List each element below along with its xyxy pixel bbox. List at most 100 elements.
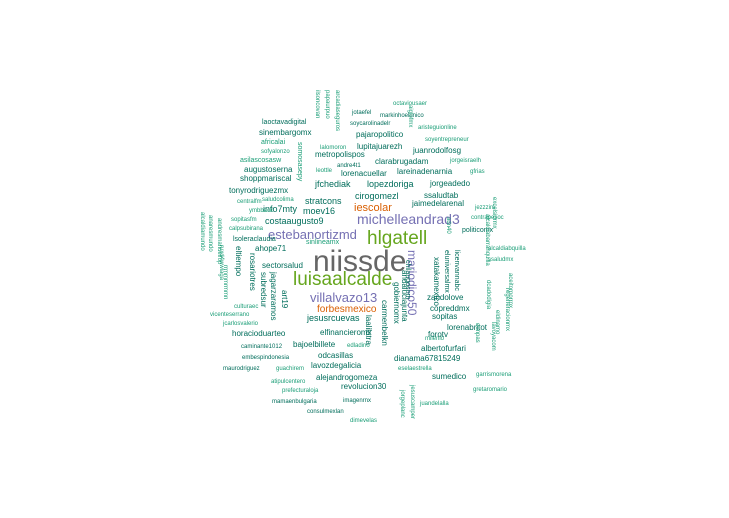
cloud-word: andre4t1 xyxy=(337,163,361,169)
cloud-word: ilsoncovan xyxy=(314,90,320,119)
cloud-word: jesusrcuevas xyxy=(307,313,360,323)
cloud-word: info7mty xyxy=(263,204,298,214)
cloud-word: jfchediak xyxy=(315,179,351,189)
cloud-word: albertofurfari xyxy=(421,344,466,353)
cloud-word: costaaugusto9 xyxy=(265,216,324,226)
cloud-word: aceitorporrox xyxy=(507,273,513,309)
cloud-word: subredsur xyxy=(259,272,268,308)
cloud-word: octaviousaer xyxy=(393,101,428,107)
cloud-word: dunpas xyxy=(474,323,480,343)
cloud-word: soycarolinadelr xyxy=(350,121,391,127)
cloud-word: jorgeplanc xyxy=(399,390,405,418)
cloud-word: jorgeisraelh xyxy=(450,158,482,164)
cloud-word: laalilatra xyxy=(364,315,373,345)
cloud-word: metropolispos xyxy=(315,150,365,159)
cloud-word: jotaefel xyxy=(352,110,372,116)
cloud-word: copreddmx xyxy=(430,304,470,313)
cloud-word: soyentrepreneur xyxy=(425,137,469,143)
cloud-word: jesuscamper xyxy=(409,385,415,420)
cloud-word: aiglofmx xyxy=(407,105,413,128)
cloud-word: cirogomezl xyxy=(355,191,399,201)
cloud-word: eltiempo xyxy=(234,246,243,277)
cloud-word: africalai xyxy=(261,139,286,146)
cloud-word: tonyrodriguezmx xyxy=(229,186,289,195)
cloud-word: rosariotres xyxy=(248,253,257,291)
cloud-word: eluniversalmx xyxy=(443,250,450,293)
cloud-word: prefecturaloja xyxy=(282,388,319,394)
cloud-word: zandolove xyxy=(427,293,464,302)
cloud-word: ssaludmx xyxy=(488,257,514,263)
cloud-word: mamaenbulgaria xyxy=(272,399,317,405)
cloud-word: forotv xyxy=(428,330,449,339)
cloud-word: eselaestrella xyxy=(398,366,432,372)
cloud-word: ymbback xyxy=(249,208,274,214)
cloud-word: estebanortizmd xyxy=(268,227,357,242)
cloud-word: bajoelbillete xyxy=(293,340,336,349)
cloud-word: odcasillas xyxy=(318,351,354,360)
cloud-word: hlgatell xyxy=(367,228,428,249)
cloud-word: alcaldiabarranquilla xyxy=(484,214,490,266)
cloud-word: asilascosasw xyxy=(240,157,282,164)
cloud-word: stratcons xyxy=(305,196,342,206)
cloud-word: jcarlosvalerio xyxy=(223,321,259,327)
cloud-word: lopezdoriga xyxy=(367,179,414,189)
cloud-word: dcadodigia xyxy=(485,280,491,310)
cloud-word: lsoleraclaudia xyxy=(233,236,276,243)
cloud-word: lorenabritot xyxy=(447,323,488,332)
cloud-word: guachirem xyxy=(276,366,305,372)
cloud-word: villalvazo13 xyxy=(310,290,378,305)
cloud-word: laoctavadigital xyxy=(262,119,307,126)
cloud-word: somosasepy xyxy=(296,142,303,182)
cloud-word: arcadiaseguros xyxy=(334,90,340,132)
cloud-word: saludcolima xyxy=(262,197,294,203)
cloud-word: lareinadenarnia xyxy=(397,167,453,176)
cloud-word: sumedico xyxy=(432,372,467,381)
cloud-word: ssaludtab xyxy=(424,191,459,200)
cloud-word: sinembargomx xyxy=(259,128,312,137)
cloud-word: milenio xyxy=(425,336,445,342)
cloud-word: rrmmmrmmn xyxy=(222,265,228,300)
cloud-word: iescolar xyxy=(354,202,392,214)
cloud-word: augustoserna xyxy=(244,165,293,174)
cloud-word: jezzzini xyxy=(475,205,495,211)
cloud-word: dimevelas xyxy=(350,418,378,424)
cloud-word: gobiernomx xyxy=(392,282,401,324)
cloud-word: gretaromario xyxy=(473,387,508,393)
cloud-word: sopitas xyxy=(432,312,458,321)
cloud-word: adn40 xyxy=(445,217,451,234)
cloud-word: atipulcentero xyxy=(271,379,306,385)
cloud-word: aristeguionline xyxy=(418,125,457,131)
cloud-word: anaresmundo xyxy=(207,215,213,252)
cloud-word: imagenrnx xyxy=(343,398,372,404)
cloud-word: gfrias xyxy=(470,169,485,175)
cloud-word: elfinancieromx xyxy=(320,328,372,337)
cloud-word: alcaldiamundo xyxy=(199,212,205,251)
cloud-word: michelleandrad3 xyxy=(357,211,460,227)
cloud-word: eldinamo xyxy=(494,310,500,335)
cloud-word: dianama67815249 xyxy=(394,354,461,363)
cloud-word: xatakamexico xyxy=(432,257,441,306)
cloud-word: juandelalla xyxy=(420,401,449,407)
cloud-word: niissde xyxy=(313,245,407,278)
cloud-word: lavozdegalicia xyxy=(311,361,362,370)
cloud-word: forbesmexico xyxy=(317,304,377,315)
cloud-word: excelsiormx xyxy=(491,197,497,229)
cloud-word: culturaec xyxy=(234,304,259,310)
cloud-word: consulmexlan xyxy=(307,409,344,415)
cloud-word: shoppmariscal xyxy=(240,174,292,183)
cloud-word: revolucion30 xyxy=(341,382,387,391)
cloud-word: vicenteserrano xyxy=(210,312,250,318)
cloud-word: sinlineamx xyxy=(306,239,340,246)
cloud-word: lalomoron xyxy=(320,145,347,151)
cloud-word: alejandrogomeza xyxy=(316,373,378,382)
cloud-word: moev16 xyxy=(303,206,336,216)
cloud-word: lorenacuellar xyxy=(341,169,387,178)
cloud-word: luisaalcalde xyxy=(293,269,393,290)
cloud-word: papaurpuo xyxy=(324,90,330,119)
cloud-word: jorgeadedo xyxy=(430,179,471,188)
cloud-word: pajaropolitico xyxy=(356,130,404,139)
cloud-word: juanrodolfosg xyxy=(413,146,462,155)
cloud-word: edladino xyxy=(347,343,370,349)
cloud-word: jaimedelarenal xyxy=(412,199,465,208)
